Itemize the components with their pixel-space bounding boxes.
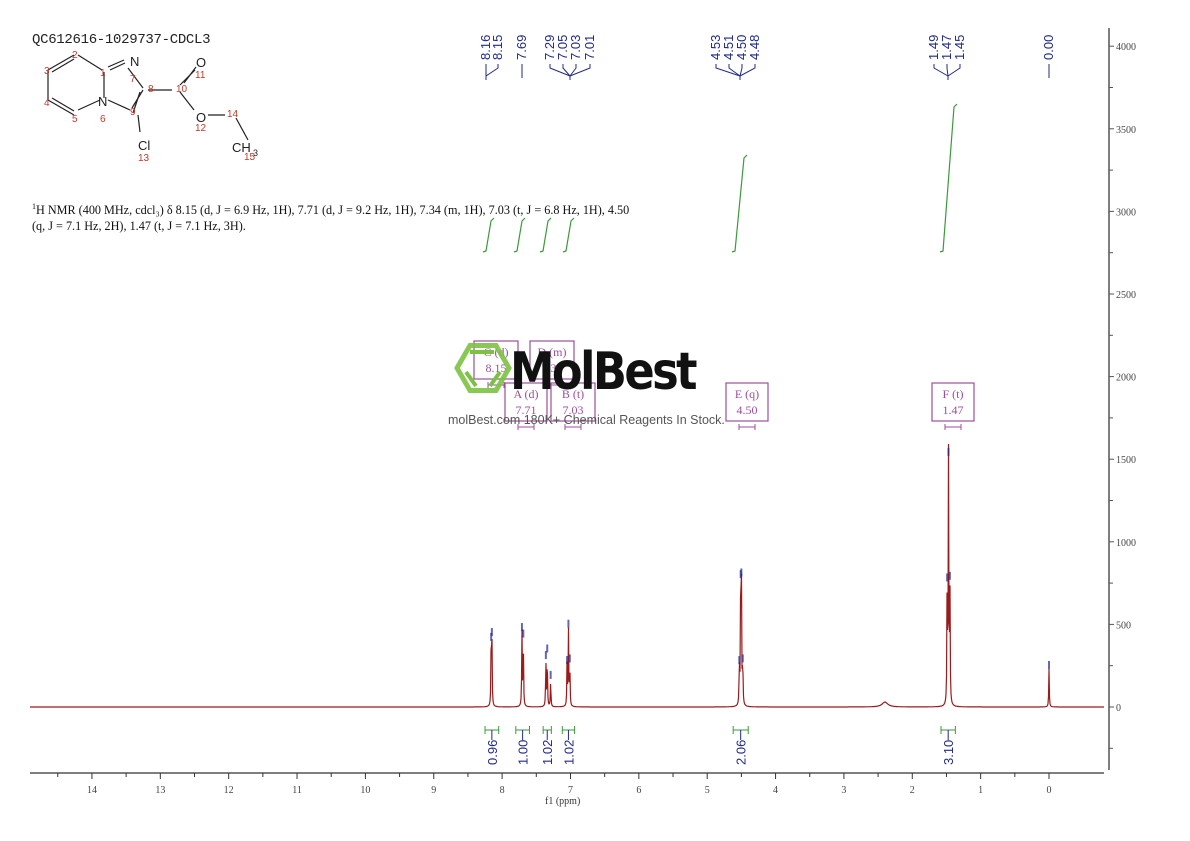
spectrum-title: QC612616-1029737-CDCL3 <box>32 32 211 48</box>
svg-text:4.48: 4.48 <box>747 35 762 60</box>
svg-text:4.50: 4.50 <box>734 35 749 60</box>
svg-text:8.15: 8.15 <box>486 361 507 375</box>
svg-text:1.47: 1.47 <box>939 35 954 60</box>
svg-text:4: 4 <box>773 785 778 796</box>
peak-labels: 8.168.15 7.69 7.297.057.03 7.01 4.534.514.50… <box>478 35 1056 80</box>
svg-text:8.16: 8.16 <box>478 35 493 60</box>
svg-text:0: 0 <box>1047 785 1052 796</box>
svg-text:6: 6 <box>100 114 106 125</box>
svg-text:7.03: 7.03 <box>568 35 583 60</box>
svg-text:13: 13 <box>155 785 165 796</box>
svg-text:3.10: 3.10 <box>941 740 956 765</box>
svg-text:E (q): E (q) <box>735 387 759 401</box>
svg-text:4.51: 4.51 <box>721 35 736 60</box>
svg-text:A (d): A (d) <box>514 387 539 401</box>
multiplet-boxes: C (d)8.15D (m)7.34A (d)7.71B (t)7.03E (q… <box>473 340 975 430</box>
svg-text:10: 10 <box>360 785 370 796</box>
isotope-superscript: 1 <box>32 202 36 211</box>
svg-text:11: 11 <box>292 785 302 796</box>
svg-text:14: 14 <box>227 109 239 120</box>
svg-text:12: 12 <box>224 785 234 796</box>
svg-text:7.71: 7.71 <box>516 403 537 417</box>
svg-text:4.53: 4.53 <box>708 35 723 60</box>
svg-text:3: 3 <box>841 785 846 796</box>
svg-text:10: 10 <box>176 84 188 95</box>
svg-text:7.05: 7.05 <box>555 35 570 60</box>
svg-text:0.96: 0.96 <box>485 740 500 765</box>
svg-text:7.29: 7.29 <box>542 35 557 60</box>
svg-text:2: 2 <box>910 785 915 796</box>
svg-text:3: 3 <box>253 148 258 158</box>
svg-text:14: 14 <box>87 785 97 796</box>
svg-text:8: 8 <box>500 785 505 796</box>
svg-text:4.50: 4.50 <box>737 403 758 417</box>
svg-text:7: 7 <box>568 785 573 796</box>
svg-text:1: 1 <box>100 68 106 79</box>
svg-text:1: 1 <box>978 785 983 796</box>
svg-text:F (t): F (t) <box>943 387 964 401</box>
svg-text:8.15: 8.15 <box>490 35 505 60</box>
svg-text:1500: 1500 <box>1116 455 1136 466</box>
svg-text:2: 2 <box>72 50 78 61</box>
svg-text:2500: 2500 <box>1116 290 1136 301</box>
svg-text:12: 12 <box>195 123 207 134</box>
svg-text:1.47: 1.47 <box>943 403 964 417</box>
x-axis-label: f1 (ppm) <box>545 796 581 807</box>
svg-text:7.01: 7.01 <box>582 35 597 60</box>
svg-text:3000: 3000 <box>1116 207 1136 218</box>
svg-text:1.49: 1.49 <box>926 35 941 60</box>
svg-text:D (m): D (m) <box>538 345 567 359</box>
svg-text:8: 8 <box>148 84 154 95</box>
svg-text:Cl: Cl <box>138 138 150 153</box>
summary-body: H NMR (400 MHz, cdcl₃) δ 8.15 (d, J = 6.… <box>32 203 630 234</box>
svg-text:7.69: 7.69 <box>514 35 529 60</box>
watermark-tagline: molBest.com 180K+ Chemical Reagents In S… <box>448 413 725 427</box>
svg-text:1.02: 1.02 <box>561 740 576 765</box>
svg-text:3500: 3500 <box>1116 125 1136 136</box>
svg-text:0.00: 0.00 <box>1041 35 1056 60</box>
svg-text:11: 11 <box>195 70 206 81</box>
integrals: 0.96 1.00 1.02 1.02 2.06 3.10 <box>482 103 958 765</box>
svg-text:B (t): B (t) <box>562 387 584 401</box>
svg-text:3: 3 <box>44 66 50 77</box>
watermark-logo-text: MolBest <box>510 342 697 402</box>
svg-text:N: N <box>130 54 139 69</box>
svg-text:1.45: 1.45 <box>952 35 967 60</box>
svg-text:0: 0 <box>1116 703 1121 714</box>
svg-text:1000: 1000 <box>1116 538 1136 549</box>
svg-text:1.02: 1.02 <box>540 740 555 765</box>
svg-text:5: 5 <box>72 114 78 125</box>
axes: 14 13 12 11 10 9 8 7 6 5 4 3 2 1 005001000150020002500… <box>30 28 1136 796</box>
svg-text:7: 7 <box>130 74 136 85</box>
svg-text:500: 500 <box>1116 620 1131 631</box>
svg-text:1.00: 1.00 <box>516 740 531 765</box>
svg-text:6: 6 <box>636 785 641 796</box>
svg-text:2000: 2000 <box>1116 373 1136 384</box>
spectrum-trace <box>30 443 1104 708</box>
svg-text:O: O <box>196 55 206 70</box>
svg-text:O: O <box>196 110 206 125</box>
svg-text:2.06: 2.06 <box>734 740 749 765</box>
svg-text:9: 9 <box>130 107 136 118</box>
svg-text:4: 4 <box>44 98 50 109</box>
svg-text:9: 9 <box>431 785 436 796</box>
svg-text:5: 5 <box>705 785 710 796</box>
svg-text:CH: CH <box>232 140 251 155</box>
svg-text:7.03: 7.03 <box>563 403 584 417</box>
svg-text:N: N <box>98 94 107 109</box>
svg-text:4000: 4000 <box>1116 42 1136 53</box>
nmr-summary-text: 1H NMR (400 MHz, cdcl₃) δ 8.15 (d, J = 6… <box>32 199 632 234</box>
watermark-logo-icon <box>454 343 512 393</box>
svg-text:7.34: 7.34 <box>542 361 563 375</box>
svg-text:15: 15 <box>244 152 256 163</box>
svg-text:13: 13 <box>138 153 150 164</box>
